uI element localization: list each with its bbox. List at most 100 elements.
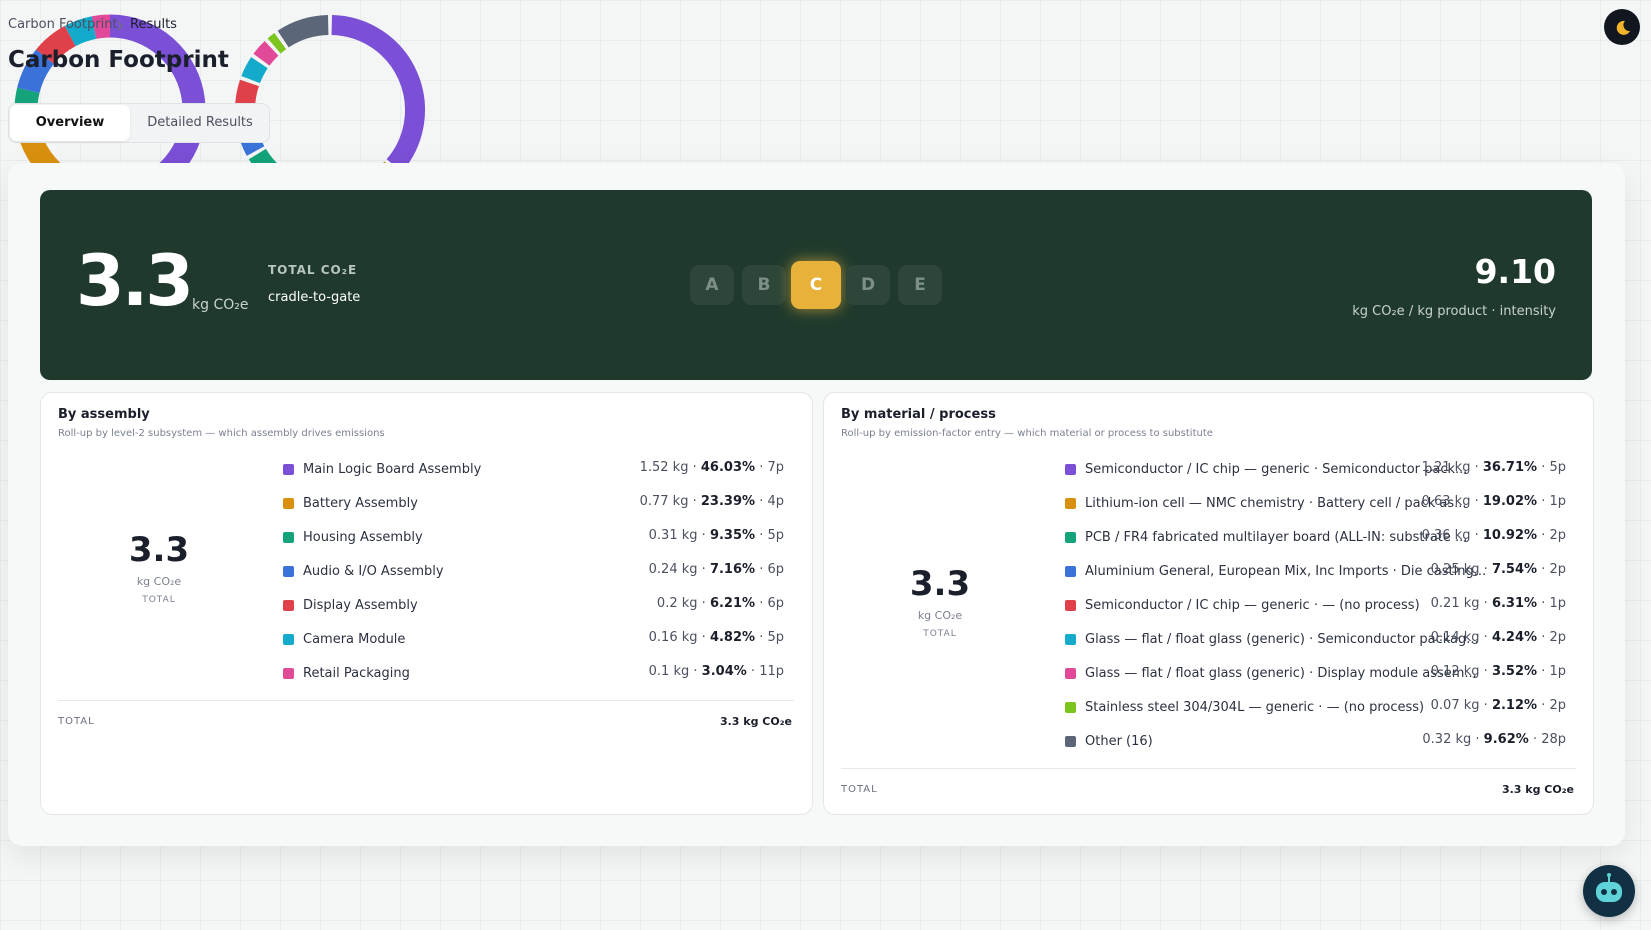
percent: 3.52% [1491,664,1538,679]
center-value: 3.3 [909,564,971,604]
theme-toggle[interactable] [1604,9,1640,45]
legend-swatch [283,667,294,679]
grade: A [690,265,734,305]
legend-value: 0.2 kg · 6.21% · 6p [657,596,784,611]
assembly-panel [40,392,813,815]
separator: · [1483,562,1488,577]
legend-swatch [283,565,294,577]
tab[interactable]: Detailed Results [147,115,253,130]
assistant-button[interactable] [1583,865,1635,917]
scope: cradle-to-gate [268,290,361,305]
percent: 9.62% [1483,732,1529,747]
legend-item: PCB / FR4 fabricated multilayer board (A… [1065,527,1467,547]
breadcrumb-current: Results [130,17,177,32]
separator: · [693,664,698,679]
amount: 0.24 kg [648,562,698,577]
donut-segment [253,41,279,66]
parts: 2p [1549,528,1566,543]
separator: · [1541,698,1546,713]
tab[interactable]: Overview [10,105,130,141]
center-unit: kg CO₂e [136,575,182,588]
legend-swatch [1065,667,1076,679]
separator: · [750,664,756,679]
parts: 2p [1549,562,1566,577]
legend-swatch [1065,531,1076,543]
legend-item: Aluminium General, European Mix, Inc Imp… [1065,561,1486,581]
separator: · [759,596,764,611]
legend-label: Main Logic Board Assembly [303,461,482,477]
legend-swatch [1065,735,1076,747]
separator: · [701,596,706,611]
parts: 1p [1549,664,1566,679]
breadcrumb-root[interactable]: Carbon Footprint [8,17,118,32]
legend-item: Battery Assembly [283,493,418,513]
legend-label: Audio & I/O Assembly [303,563,444,579]
legend-label: Stainless steel 304/304L — generic · — (… [1085,699,1425,715]
separator: · [1483,596,1488,611]
parts: 2p [1549,698,1566,713]
donut-segment [91,14,111,39]
legend-swatch [283,531,294,543]
total-label: TOTAL [58,716,95,727]
legend-value: 0.77 kg · 23.39% · 4p [640,494,784,509]
legend-item: Other (16) [1065,731,1153,751]
separator: · [692,494,697,509]
donut-segment [36,25,76,65]
separator: · [1541,528,1546,543]
panel-subtitle: Roll-up by level-2 subsystem — which ass… [58,428,385,439]
center-value: 3.3 [128,530,190,570]
legend-swatch [1065,701,1076,713]
legend-label: Retail Packaging [303,665,410,681]
parts: 4p [767,494,784,509]
legend-label: Lithium-ion cell — NMC chemistry · Batte… [1085,495,1467,511]
percent: 6.31% [1491,596,1538,611]
panel-title: By material / process [841,407,996,422]
separator: · [1483,698,1488,713]
percent: 19.02% [1482,494,1538,509]
legend-swatch [1065,599,1076,611]
total-label: TOTAL CO₂E [268,263,358,277]
parts: 7p [767,460,784,475]
center-label: TOTAL [142,595,176,605]
separator: · [1475,732,1480,747]
legend-swatch [1065,633,1076,645]
legend-item: Glass — flat / float glass (generic) · S… [1065,629,1479,649]
divider [58,700,794,701]
separator: · [1474,460,1479,475]
legend-item: Camera Module [283,629,405,649]
separator: · [759,494,764,509]
legend-label: Semiconductor / IC chip — generic · — (n… [1085,597,1420,613]
amount: 0.31 kg [648,528,698,543]
parts: 28p [1541,732,1566,747]
legend-value: 0.31 kg · 9.35% · 5p [649,528,784,543]
legend-value: 0.24 kg · 7.16% · 6p [649,562,784,577]
separator: · [1483,664,1488,679]
donut-segment [267,32,287,54]
separator: · [701,630,706,645]
legend-value: 0.16 kg · 4.82% · 5p [649,630,784,645]
separator: · [1474,494,1479,509]
percent: 10.92% [1482,528,1538,543]
legend-value: 0.63 kg · 19.02% · 1p [1422,494,1566,509]
legend-swatch [1065,497,1076,509]
robot-icon [1596,873,1622,902]
parts: 5p [767,630,784,645]
legend-swatch [283,599,294,611]
amount: 1.52 kg [639,460,689,475]
legend-value: 0.25 kg · 7.54% · 2p [1431,562,1566,577]
legend-item: Glass — flat / float glass (generic) · D… [1065,663,1477,683]
amount: 0.36 kg [1421,528,1471,543]
parts: 1p [1549,494,1566,509]
separator: · [1541,596,1546,611]
legend-item: Audio & I/O Assembly [283,561,444,581]
legend-swatch [1065,565,1076,577]
parts: 2p [1549,630,1566,645]
legend-value: 0.1 kg · 3.04% · 11p [649,664,784,679]
parts: 5p [1549,460,1566,475]
donut-segment [64,16,97,47]
legend-value: 1.52 kg · 46.03% · 7p [640,460,784,475]
legend-label: Camera Module [303,631,406,647]
percent: 4.82% [709,630,756,645]
legend-swatch [283,497,294,509]
